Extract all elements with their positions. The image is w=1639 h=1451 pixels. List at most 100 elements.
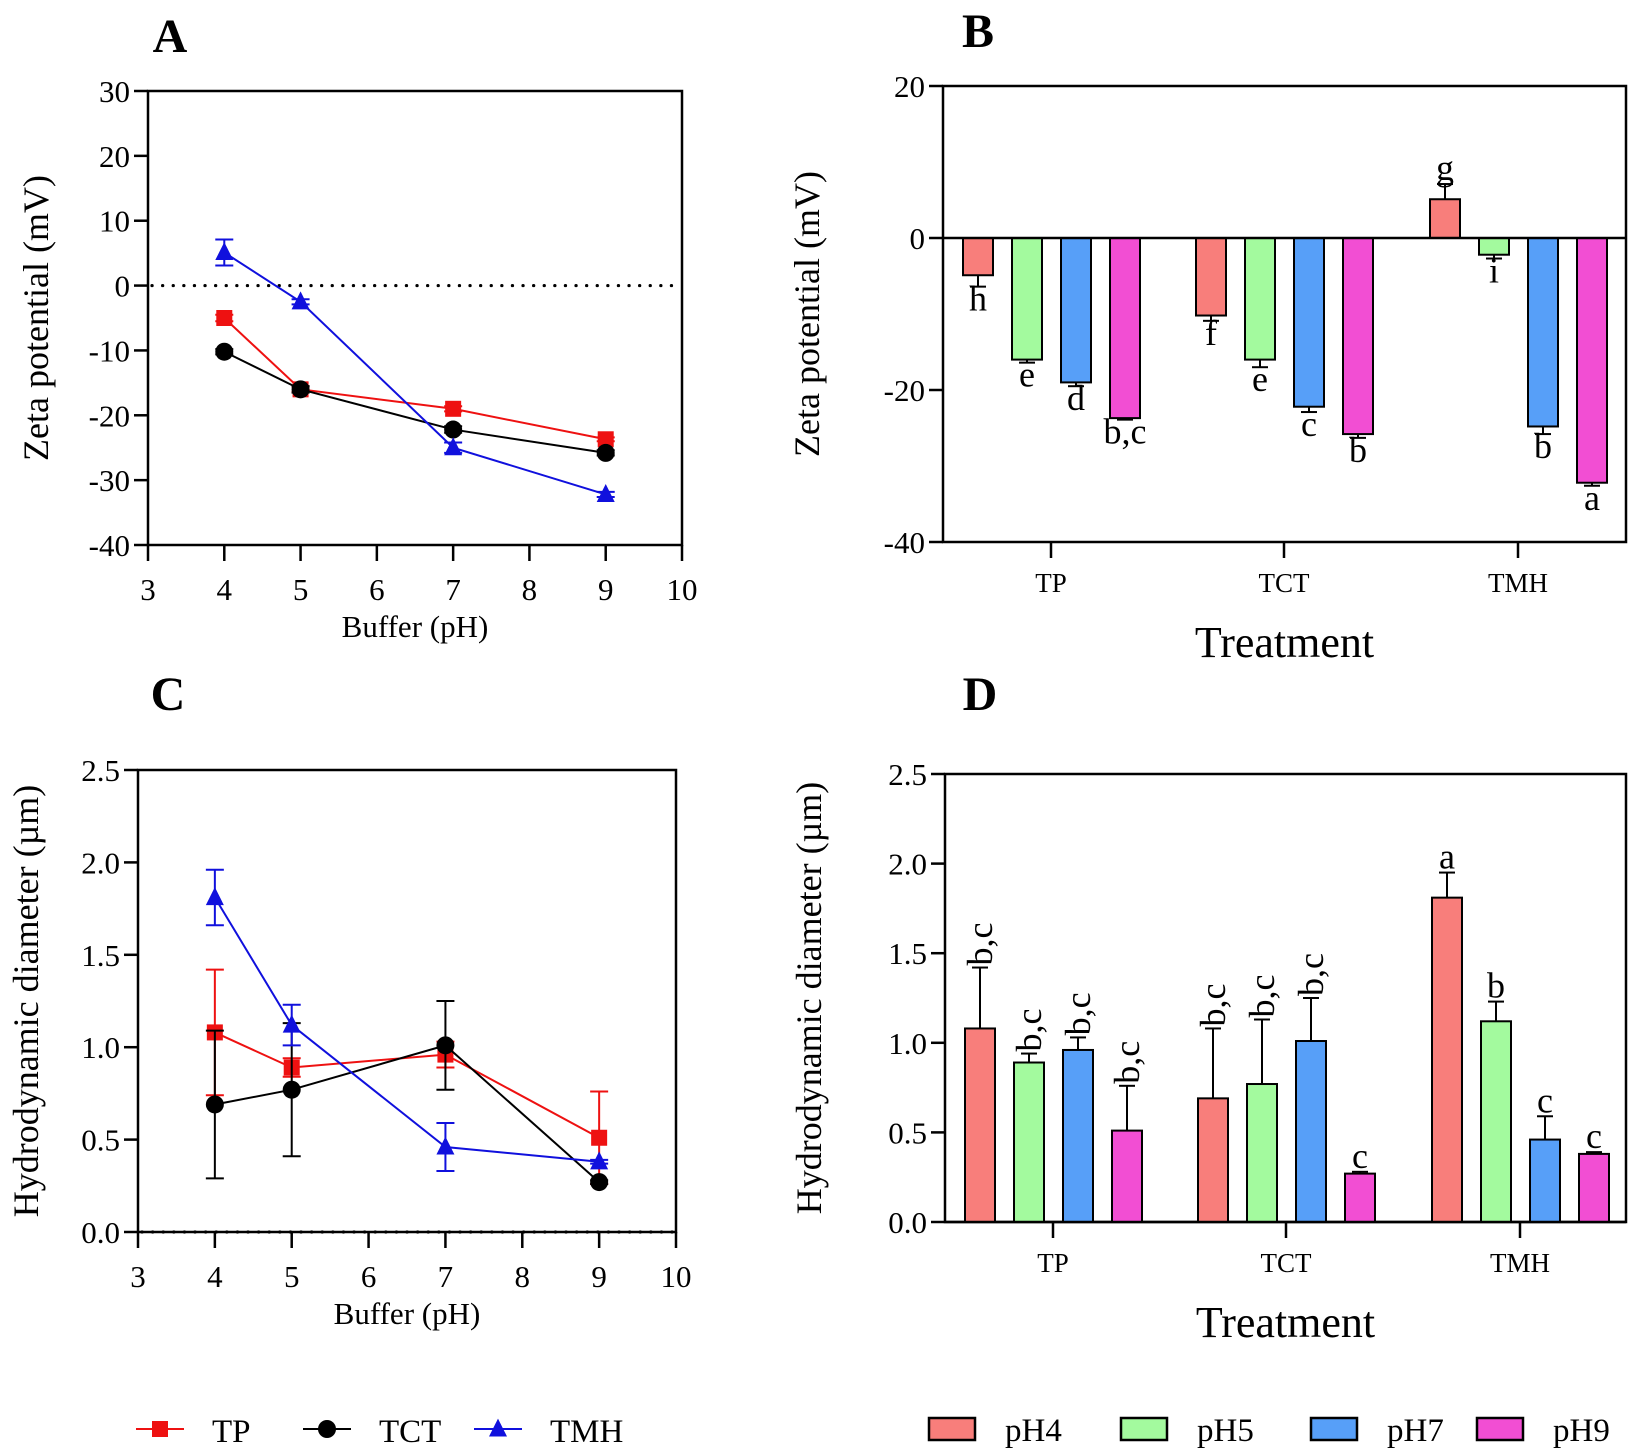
significance-letter: c bbox=[1352, 1136, 1368, 1176]
bar bbox=[1529, 1138, 1561, 1223]
bar bbox=[964, 1027, 996, 1223]
bar bbox=[1011, 237, 1043, 361]
bar bbox=[1197, 1097, 1229, 1224]
legend-item-ph7: pH7 bbox=[1309, 1413, 1444, 1449]
significance-letter: i bbox=[1489, 251, 1499, 291]
significance-letter: h bbox=[969, 279, 987, 319]
panel-c: C 0.0 0.5 1.0 1.5 2.0 2.5 3 4 5 6 7 8 9 10 Buffer (pH) H… bbox=[6, 668, 692, 1331]
data-point bbox=[596, 483, 615, 502]
data-point bbox=[591, 1129, 608, 1146]
data-point bbox=[596, 443, 615, 462]
x-tick-label: 7 bbox=[438, 1259, 454, 1294]
series-tp bbox=[205, 968, 609, 1185]
plot-frame bbox=[941, 84, 1628, 544]
data-point bbox=[215, 342, 234, 361]
x-tick-label: 5 bbox=[293, 572, 309, 607]
x-tick-label: 6 bbox=[361, 1259, 377, 1294]
y-tick-label: 0 bbox=[910, 221, 926, 256]
legend-item-tp: TP bbox=[136, 1414, 251, 1450]
y-tick-label: 10 bbox=[99, 204, 130, 239]
series-tmh bbox=[205, 868, 609, 1173]
significance-letter: a bbox=[1584, 478, 1600, 518]
bar bbox=[1246, 1083, 1278, 1223]
bar bbox=[1244, 237, 1276, 361]
x-axis-label: Buffer (pH) bbox=[342, 609, 489, 644]
y-tick-label: -30 bbox=[89, 463, 130, 498]
bar bbox=[1578, 1152, 1610, 1224]
y-tick-label: 0.5 bbox=[81, 1123, 120, 1158]
x-category-label: TMH bbox=[1490, 1248, 1550, 1278]
significance-letter: b,c bbox=[960, 923, 1000, 966]
bar bbox=[1060, 237, 1092, 384]
data-point bbox=[436, 1036, 455, 1055]
panel-label: B bbox=[962, 5, 994, 58]
data-point bbox=[282, 1080, 301, 1099]
legend-label: pH7 bbox=[1387, 1413, 1444, 1449]
y-tick-label: 2.5 bbox=[888, 757, 927, 792]
x-tick-label: 9 bbox=[591, 1259, 607, 1294]
legend-swatch bbox=[927, 1416, 977, 1442]
x-axis-label: Treatment bbox=[1196, 1298, 1375, 1347]
panel-label: C bbox=[151, 668, 186, 721]
bar bbox=[1293, 237, 1325, 408]
legend-item-ph4: pH4 bbox=[927, 1413, 1062, 1449]
series-ph7: d c b bbox=[1060, 237, 1559, 466]
data-point bbox=[590, 1173, 609, 1192]
bar bbox=[1109, 237, 1141, 420]
legend-marker bbox=[318, 1420, 336, 1438]
x-axis-label: Treatment bbox=[1195, 618, 1374, 667]
data-point bbox=[590, 1151, 609, 1170]
y-tick-label: 2.0 bbox=[81, 845, 120, 880]
significance-letter: b,c bbox=[1009, 1009, 1049, 1052]
series-tmh bbox=[215, 238, 615, 502]
x-category-label: TP bbox=[1037, 1248, 1069, 1278]
bar bbox=[1429, 198, 1461, 240]
y-tick-label: 20 bbox=[99, 139, 130, 174]
series-line bbox=[223, 350, 606, 454]
legend-swatch bbox=[1309, 1416, 1359, 1442]
bar bbox=[1013, 1061, 1045, 1223]
series-tct bbox=[205, 1000, 609, 1192]
y-tick-label: 20 bbox=[894, 69, 925, 104]
y-tick-label: -10 bbox=[89, 333, 130, 368]
data-point bbox=[291, 291, 310, 310]
legend-swatch bbox=[1475, 1416, 1525, 1442]
series-tp bbox=[215, 310, 615, 448]
x-tick-label: 5 bbox=[284, 1259, 300, 1294]
significance-letter: e bbox=[1019, 355, 1035, 395]
x-tick-label: 9 bbox=[598, 572, 614, 607]
x-tick-label: 10 bbox=[667, 572, 698, 607]
series-line bbox=[223, 251, 607, 496]
legend-marker bbox=[489, 1418, 507, 1437]
bar bbox=[962, 237, 994, 277]
significance-letter: b bbox=[1534, 426, 1552, 466]
bar bbox=[1062, 1048, 1094, 1224]
legend-bar-series: pH4 pH5 pH7 pH9 bbox=[927, 1413, 1610, 1449]
y-tick-label: 1.0 bbox=[888, 1026, 927, 1061]
data-point bbox=[291, 380, 310, 399]
y-axis-label: Zeta potential (mV) bbox=[16, 175, 56, 461]
x-tick-label: 3 bbox=[130, 1259, 146, 1294]
significance-letter: c bbox=[1537, 1080, 1553, 1120]
legend-item-tmh: TMH bbox=[474, 1414, 623, 1450]
significance-letter: b,c bbox=[1242, 975, 1282, 1018]
panel-b: B 20 0 -20 -40 TP TCT TMH Treatment Zeta potentia… bbox=[787, 5, 1628, 667]
data-point bbox=[216, 310, 233, 326]
panel-label: A bbox=[153, 10, 188, 63]
series-line bbox=[214, 1031, 600, 1139]
legend-label: TCT bbox=[379, 1414, 441, 1450]
legend-marker bbox=[152, 1421, 168, 1437]
legend-label: pH9 bbox=[1553, 1413, 1610, 1449]
x-tick-label: 8 bbox=[515, 1259, 531, 1294]
y-axis-label: Hydrodynamic diameter (µm) bbox=[6, 785, 46, 1218]
significance-letter: b,c bbox=[1193, 983, 1233, 1026]
x-tick-label: 4 bbox=[217, 572, 233, 607]
x-tick-label: 4 bbox=[207, 1259, 223, 1294]
y-tick-label: 2.5 bbox=[81, 753, 120, 788]
x-tick-label: 7 bbox=[445, 572, 461, 607]
x-category-label: TCT bbox=[1259, 568, 1311, 598]
legend-label: pH4 bbox=[1005, 1413, 1062, 1449]
significance-letter: f bbox=[1205, 313, 1217, 353]
panel-a: A 30 20 10 0 -10 -20 -30 -40 3 4 5 6 7 8 9 10 Buffer (pH)… bbox=[16, 10, 698, 644]
significance-letter: c bbox=[1301, 404, 1317, 444]
